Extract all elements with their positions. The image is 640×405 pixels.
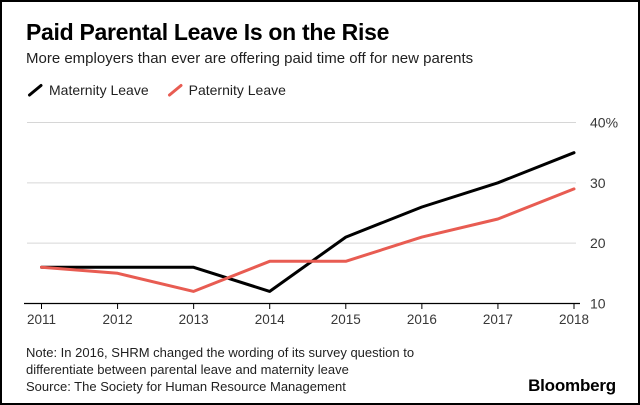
legend: Maternity Leave Paternity Leave xyxy=(27,82,286,98)
x-tick-label: 2012 xyxy=(103,312,133,327)
footnote-line-2: differentiate between parental leave and… xyxy=(26,362,349,377)
paternity-line-icon xyxy=(167,83,183,96)
source-line: Source: The Society for Human Resource M… xyxy=(26,379,346,394)
chart-subtitle: More employers than ever are offering pa… xyxy=(26,50,474,67)
x-tick-label: 2014 xyxy=(255,312,286,327)
legend-item-paternity: Paternity Leave xyxy=(167,82,286,98)
maternity-leave-line xyxy=(40,151,576,293)
x-tick-label: 2018 xyxy=(559,312,589,327)
chart-title: Paid Parental Leave Is on the Rise xyxy=(26,19,390,45)
y-tick-label: 20 xyxy=(590,235,606,251)
paternity-leave-line xyxy=(40,187,576,293)
maternity-line-icon xyxy=(28,83,43,96)
x-tick-label: 2011 xyxy=(27,312,56,327)
bloomberg-logo: Bloomberg xyxy=(528,376,616,395)
x-tick-label: 2013 xyxy=(179,312,209,327)
x-tick-label: 2015 xyxy=(331,312,361,327)
footnote: Note: In 2016, SHRM changed the wording … xyxy=(26,344,414,395)
y-tick-label: 10 xyxy=(590,296,606,312)
legend-item-maternity: Maternity Leave xyxy=(27,82,149,98)
footnote-line-1: Note: In 2016, SHRM changed the wording … xyxy=(26,345,415,360)
x-tick-label: 2017 xyxy=(483,312,513,327)
y-tick-label: 30 xyxy=(590,175,606,191)
legend-label-maternity: Maternity Leave xyxy=(49,82,149,98)
y-tick-label: 40% xyxy=(590,115,618,131)
legend-label-paternity: Paternity Leave xyxy=(188,82,286,98)
x-tick-label: 2016 xyxy=(407,312,437,327)
